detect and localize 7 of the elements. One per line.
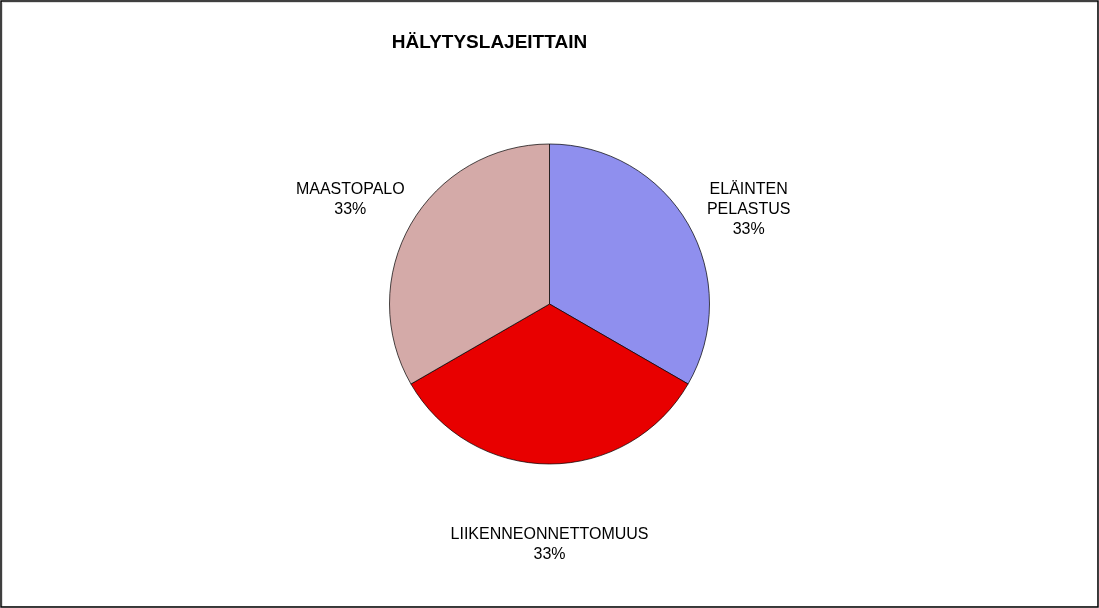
slice-label: ELÄINTEN PELASTUS — [706, 180, 791, 217]
slice-label: MAASTOPALO — [295, 180, 405, 197]
data-label: 33% — [334, 200, 367, 217]
slice-label: LIIKENNEONNETTOMUUS — [450, 525, 649, 542]
chart-title: HÄLYTYSLAJEITTAIN — [391, 31, 588, 53]
data-label: 33% — [732, 220, 765, 237]
data-label: 33% — [533, 545, 566, 562]
